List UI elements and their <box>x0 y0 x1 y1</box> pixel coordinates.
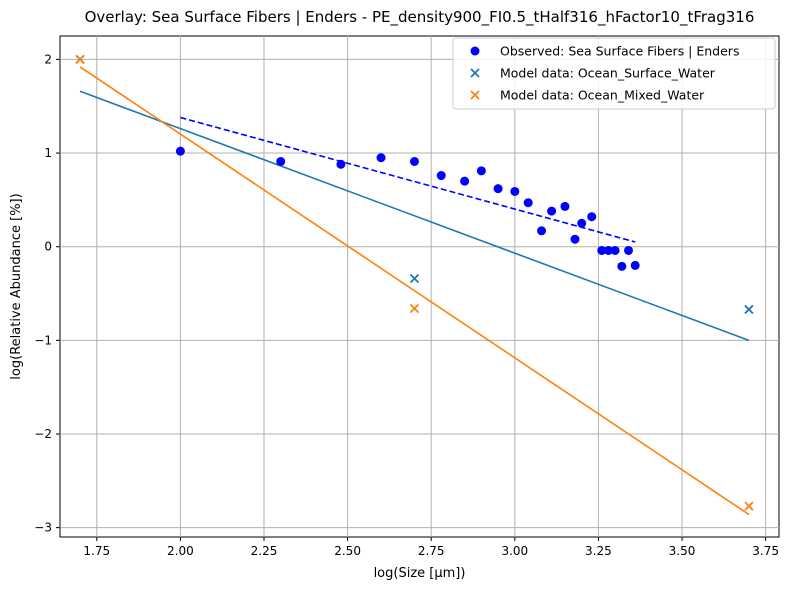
data-point <box>570 234 580 244</box>
legend-marker <box>470 46 480 56</box>
x-tick-label: 2.00 <box>167 544 194 558</box>
data-point <box>493 184 503 194</box>
data-point <box>476 166 486 176</box>
x-tick-label: 3.50 <box>669 544 696 558</box>
data-point <box>336 159 346 169</box>
model-point <box>744 304 754 315</box>
y-tick-label: 2 <box>44 52 52 66</box>
y-axis-label: log(Relative Abundance [%]) <box>9 193 24 379</box>
series-layer <box>75 54 754 516</box>
legend: Observed: Sea Surface Fibers | Enders Mod… <box>452 37 776 110</box>
data-point <box>436 171 446 181</box>
data-point <box>617 261 627 271</box>
data-point <box>610 245 620 255</box>
data-point <box>460 176 470 186</box>
x-tick-label: 3.25 <box>585 544 612 558</box>
legend-label: Model data: Ocean_Surface_Water <box>500 66 716 81</box>
x-tick-label: 2.50 <box>334 544 361 558</box>
data-point <box>376 153 386 163</box>
trend-line <box>79 90 750 342</box>
y-tick-label: −1 <box>34 333 52 347</box>
y-tick-label: 0 <box>44 240 52 254</box>
data-point <box>577 218 587 228</box>
data-point <box>630 260 640 270</box>
data-point <box>624 245 634 255</box>
x-tick-label: 3.00 <box>501 544 528 558</box>
legend-label: Observed: Sea Surface Fibers | Enders <box>500 44 739 59</box>
legend-marker <box>470 68 480 78</box>
trend-line <box>79 66 750 516</box>
axes: 1.75 2.00 2.25 2.50 2.75 3.00 3.25 3.50 3.75 −3 −2… <box>34 52 779 558</box>
model-point <box>409 303 420 314</box>
chart-title: Overlay: Sea Surface Fibers | Enders - P… <box>85 8 755 27</box>
data-point <box>537 226 547 236</box>
x-tick-label: 1.75 <box>83 544 110 558</box>
data-point <box>587 212 597 222</box>
trend-line-dashed <box>180 116 636 243</box>
data-point <box>597 245 607 255</box>
data-point <box>547 206 557 216</box>
legend-box <box>452 37 776 110</box>
data-point <box>409 156 419 166</box>
x-axis-label: log(Size [µm]) <box>374 566 466 581</box>
model-point <box>409 273 420 284</box>
legend-label: Model data: Ocean_Mixed_Water <box>500 88 705 103</box>
data-point <box>523 198 533 208</box>
x-tick-label: 3.75 <box>752 544 779 558</box>
model-point <box>744 501 754 511</box>
model-point <box>75 54 85 65</box>
data-point <box>276 156 286 166</box>
data-point <box>603 245 613 255</box>
data-point <box>560 201 570 211</box>
plot-frame <box>59 35 780 538</box>
data-point <box>175 146 185 156</box>
y-tick-label: −2 <box>34 427 52 441</box>
y-tick-label: −3 <box>34 521 52 535</box>
grid-layer <box>60 36 779 537</box>
y-tick-label: 1 <box>44 146 52 160</box>
legend-marker <box>470 90 480 100</box>
x-tick-label: 2.75 <box>418 544 445 558</box>
data-point <box>510 186 520 196</box>
x-tick-label: 2.25 <box>251 544 278 558</box>
